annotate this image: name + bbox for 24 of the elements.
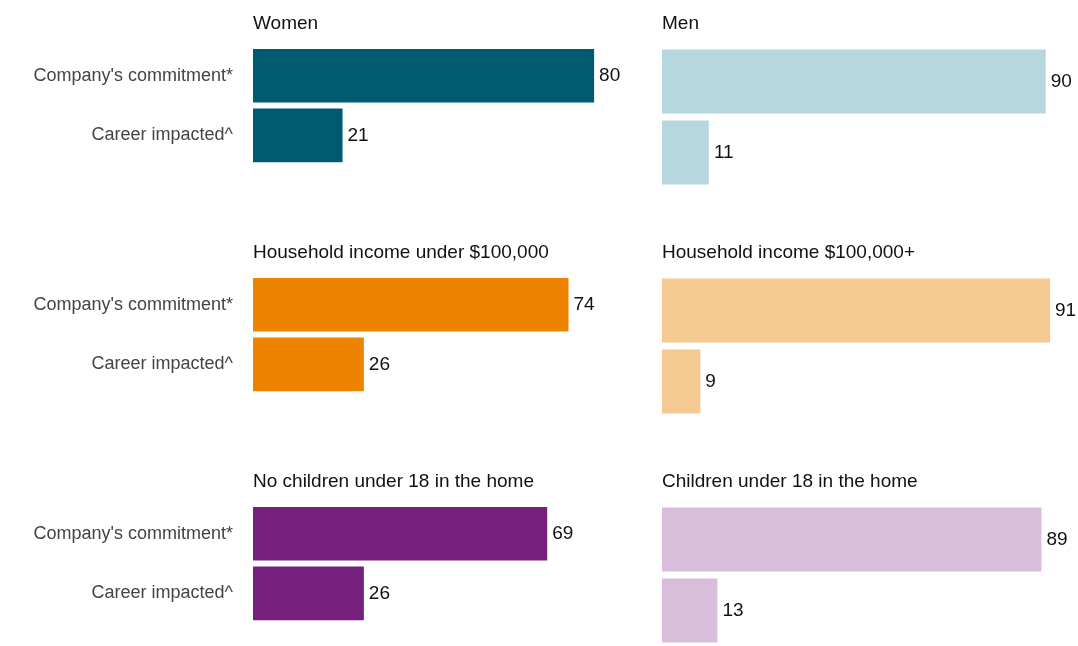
data-label: 21 <box>347 123 369 145</box>
data-label: 80 <box>599 64 621 86</box>
chart-title: Household income under $100,000 <box>253 241 549 263</box>
chart-title: Men <box>662 12 699 34</box>
data-label: 69 <box>552 522 574 544</box>
chart-title: Women <box>253 12 319 34</box>
y-tick-label: Company's commitment* <box>33 522 233 543</box>
y-tick-label: Company's commitment* <box>33 293 233 314</box>
chart-title: Household income $100,000+ <box>662 241 915 263</box>
chart-title: No children under 18 in the home <box>253 470 534 492</box>
data-label: 89 <box>1046 527 1068 549</box>
data-label: 9 <box>705 369 716 391</box>
data-label: 26 <box>368 581 390 603</box>
data-label: 11 <box>713 140 734 162</box>
chart-title: Children under 18 in the home <box>662 470 918 492</box>
data-label: 13 <box>722 598 744 620</box>
data-label: 74 <box>573 293 596 315</box>
data-label: 26 <box>368 352 390 374</box>
data-label: 90 <box>1050 69 1072 91</box>
data-label: 91 <box>1055 298 1077 320</box>
y-tick-label: Career impacted^ <box>91 124 234 145</box>
y-tick-label: Career impacted^ <box>91 582 234 603</box>
y-tick-label: Career impacted^ <box>91 353 234 374</box>
y-tick-label: Company's commitment* <box>33 64 233 85</box>
